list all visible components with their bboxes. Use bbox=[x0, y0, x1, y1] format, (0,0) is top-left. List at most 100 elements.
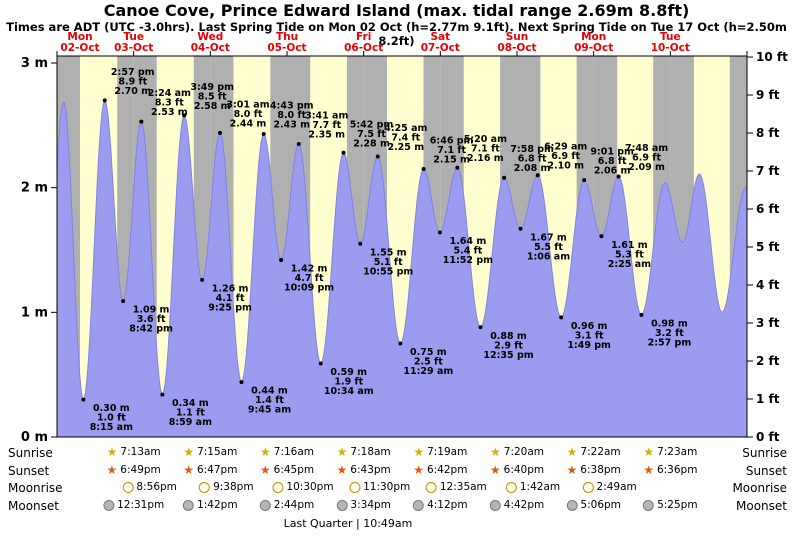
astro-row-label-left: Sunset bbox=[8, 463, 50, 478]
tide-high-label: 6:46 pm 7.1 ft 2.15 m bbox=[430, 135, 474, 165]
tide-extreme-dot bbox=[121, 299, 126, 304]
sunrise-entry: ★ 7:15am bbox=[183, 446, 237, 459]
moonset-entry: 12:31pm bbox=[103, 499, 164, 512]
astro-row-label-right: Sunrise bbox=[742, 446, 787, 460]
sunrise-star-icon: ★ bbox=[106, 445, 118, 459]
right-axis-label: 8 ft bbox=[756, 126, 780, 140]
tide-extreme-dot bbox=[437, 230, 442, 235]
tide-extreme-dot bbox=[139, 119, 144, 124]
day-label: Tue 03-Oct bbox=[114, 31, 154, 54]
tide-extreme-dot bbox=[455, 165, 460, 170]
moonset-time: 12:31pm bbox=[117, 498, 165, 511]
left-axis-label: 2 m bbox=[21, 181, 48, 196]
sunset-star-icon: ★ bbox=[489, 462, 501, 477]
tide-extreme-dot bbox=[341, 150, 346, 155]
moonset-entry: 5:06pm bbox=[566, 499, 621, 512]
moonrise-time: 9:38pm bbox=[213, 481, 254, 493]
sunrise-time: 7:23am bbox=[657, 446, 698, 458]
moonrise-entry: 11:30pm bbox=[349, 481, 410, 494]
moonrise-entry: 8:56pm bbox=[122, 481, 177, 494]
sunrise-entry: ★ 7:16am bbox=[260, 446, 314, 459]
tide-high-label: 7:58 pm 6.8 ft 2.08 m bbox=[510, 144, 554, 174]
right-axis-label: 6 ft bbox=[756, 202, 780, 216]
moonset-time: 3:34pm bbox=[350, 498, 391, 511]
moonrise-circle-icon bbox=[582, 482, 594, 493]
tide-extreme-dot bbox=[81, 397, 86, 402]
tide-extreme-dot bbox=[421, 166, 426, 171]
moonrise-time: 10:30pm bbox=[286, 481, 334, 493]
tide-extreme-dot bbox=[478, 325, 483, 330]
right-axis-label: 9 ft bbox=[756, 88, 780, 102]
sunset-star-icon: ★ bbox=[106, 462, 118, 477]
moonset-circle-icon bbox=[489, 499, 501, 511]
left-axis-label: 3 m bbox=[21, 56, 48, 71]
sunset-time: 6:43pm bbox=[350, 463, 391, 476]
moonset-entry: 4:42pm bbox=[489, 499, 544, 512]
moonrise-circle-icon bbox=[425, 482, 437, 493]
sunset-star-icon: ★ bbox=[413, 462, 424, 477]
sunrise-star-icon: ★ bbox=[336, 445, 348, 459]
sunrise-time: 7:22am bbox=[580, 446, 621, 458]
sunrise-time: 7:15am bbox=[197, 446, 238, 458]
right-axis-label: 7 ft bbox=[756, 164, 780, 178]
day-label: Sat 07-Oct bbox=[420, 31, 460, 54]
tide-high-label: 7:48 am 6.9 ft 2.09 m bbox=[625, 143, 668, 173]
moonset-circle-icon bbox=[183, 499, 195, 511]
astro-row-label-left: Moonrise bbox=[8, 481, 63, 495]
tide-high-label: 5:42 pm 7.5 ft 2.28 m bbox=[350, 119, 394, 149]
sunrise-star-icon: ★ bbox=[183, 445, 195, 459]
tide-low-label: 0.34 m 1.1 ft 8:59 am bbox=[169, 398, 212, 428]
tide-extreme-dot bbox=[261, 132, 266, 137]
sunset-entry: ★ 6:49pm bbox=[107, 464, 161, 477]
sunset-entry: ★ 6:45pm bbox=[260, 464, 314, 477]
moonset-entry: 3:34pm bbox=[336, 498, 391, 512]
moonset-time: 1:42pm bbox=[197, 498, 238, 511]
moonrise-time: 11:30pm bbox=[363, 481, 411, 493]
tide-extreme-dot bbox=[296, 142, 301, 147]
tide-high-label: 3:01 am 8.0 ft 2.44 m bbox=[226, 99, 269, 129]
sunrise-entry: ★ 7:18am bbox=[337, 446, 391, 459]
tide-low-label: 1.64 m 5.4 ft 11:52 pm bbox=[443, 236, 493, 266]
sunrise-entry: ★ 7:13am bbox=[107, 446, 161, 459]
tide-extreme-dot bbox=[358, 241, 363, 246]
moonrise-entry: 2:49am bbox=[582, 481, 637, 494]
moonset-circle-icon bbox=[566, 499, 578, 511]
moonrise-entry: 1:42am bbox=[505, 481, 561, 494]
moonset-circle-icon bbox=[413, 499, 425, 511]
tide-extreme-dot bbox=[102, 98, 107, 103]
moonset-entry: 4:12pm bbox=[413, 499, 468, 512]
astro-row-label-right: Moonset bbox=[736, 498, 787, 513]
tide-low-label: 1.67 m 5.5 ft 1:06 am bbox=[527, 232, 570, 262]
astro-row-label-right: Sunset bbox=[745, 463, 787, 478]
tide-extreme-dot bbox=[182, 113, 187, 118]
day-label: Mon 02-Oct bbox=[60, 31, 100, 54]
sunrise-star-icon: ★ bbox=[259, 445, 271, 459]
moonrise-circle-icon bbox=[349, 482, 361, 493]
tide-curve-line bbox=[56, 99, 747, 400]
tide-extreme-dot bbox=[160, 392, 165, 397]
tide-low-label: 1.09 m 3.6 ft 8:42 pm bbox=[129, 305, 173, 335]
sunrise-time: 7:20am bbox=[503, 446, 545, 458]
tide-high-label: 5:20 am 7.1 ft 2.16 m bbox=[464, 134, 507, 164]
tide-low-label: 0.75 m 2.5 ft 11:29 am bbox=[403, 347, 453, 377]
moonset-circle-icon bbox=[259, 499, 271, 511]
sunrise-entry: ★ 7:19am bbox=[413, 446, 467, 459]
moonrise-time: 1:42am bbox=[519, 481, 561, 493]
moonset-circle-icon bbox=[643, 499, 655, 511]
day-label: Mon 09-Oct bbox=[574, 31, 614, 54]
moonset-circle-icon bbox=[103, 499, 115, 511]
moonrise-entry: 12:35am bbox=[425, 481, 487, 494]
moonrise-entry: 10:30pm bbox=[272, 481, 334, 494]
tide-low-label: 1.26 m 4.1 ft 9:25 pm bbox=[208, 283, 252, 313]
sunrise-entry: ★ 7:20am bbox=[490, 446, 544, 459]
sunrise-time: 7:13am bbox=[120, 446, 161, 458]
moonrise-circle-icon bbox=[272, 482, 284, 493]
sunset-entry: ★ 6:47pm bbox=[183, 464, 237, 477]
right-axis-label: 2 ft bbox=[756, 354, 780, 368]
page-title: Canoe Cove, Prince Edward Island (max. t… bbox=[103, 1, 690, 20]
tide-extreme-dot bbox=[639, 312, 644, 317]
tide-high-label: 3:49 pm 8.5 ft 2.58 m bbox=[190, 82, 234, 112]
tide-extreme-dot bbox=[239, 380, 244, 385]
tide-extreme-dot bbox=[535, 173, 540, 178]
right-axis-label: 5 ft bbox=[756, 240, 780, 254]
